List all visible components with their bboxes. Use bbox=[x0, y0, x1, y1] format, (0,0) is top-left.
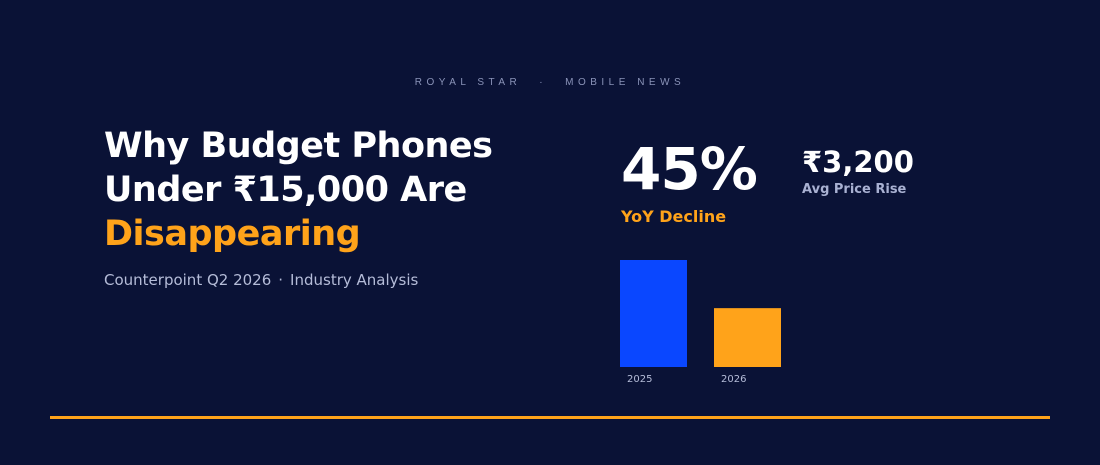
source-name: Counterpoint Q2 2026 bbox=[104, 271, 272, 289]
tick-label-2025: 2025 bbox=[627, 374, 652, 385]
brand-separator: · bbox=[539, 77, 548, 88]
headline-line-2: Under ₹15,000 Are bbox=[104, 170, 467, 210]
brand-section: MOBILE NEWS bbox=[565, 77, 686, 88]
yoy-decline-value: 45% bbox=[621, 135, 758, 203]
analysis-type: Industry Analysis bbox=[290, 271, 419, 289]
price-rise-value: ₹3,200 bbox=[802, 145, 914, 179]
source-separator: · bbox=[278, 271, 284, 289]
headline-accent: Disappearing bbox=[104, 214, 361, 254]
brand-name: ROYAL STAR bbox=[414, 77, 522, 88]
yoy-decline-label: YoY Decline bbox=[621, 207, 727, 226]
headline-line-1: Why Budget Phones bbox=[104, 126, 493, 166]
bar-2025 bbox=[620, 260, 687, 367]
accent-divider bbox=[50, 416, 1050, 419]
comparison-bar-chart: 2025 2026 bbox=[620, 260, 781, 385]
bar-2026 bbox=[714, 308, 781, 367]
source-line: Counterpoint Q2 2026 · Industry Analysis bbox=[104, 271, 418, 289]
brand-line: ROYAL STAR · MOBILE NEWS bbox=[0, 77, 1100, 88]
tick-label-2026: 2026 bbox=[721, 374, 746, 385]
headline: Why Budget Phones Under ₹15,000 Are Disa… bbox=[104, 124, 574, 256]
price-rise-label: Avg Price Rise bbox=[802, 182, 907, 197]
